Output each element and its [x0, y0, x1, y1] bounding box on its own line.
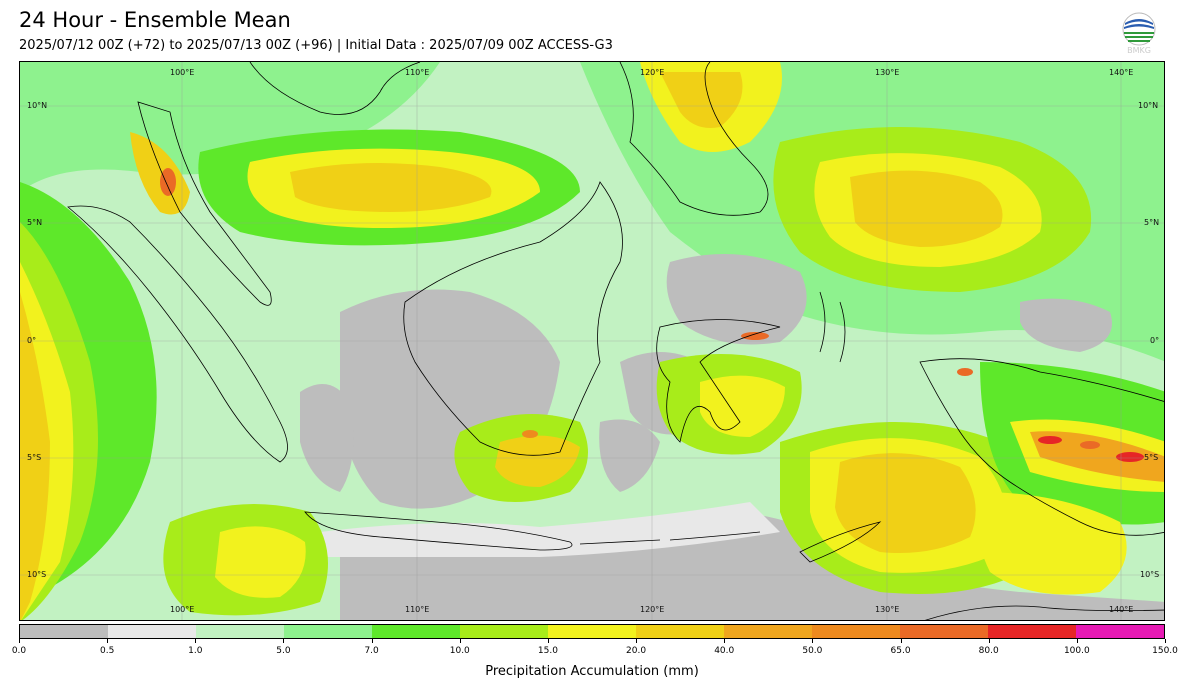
colorbar-tick-mark	[459, 639, 461, 643]
precipitation-field	[20, 62, 1164, 620]
colorbar-label: Precipitation Accumulation (mm)	[485, 664, 699, 679]
colorbar-tick-mark	[195, 639, 197, 643]
colorbar-segment	[372, 625, 460, 638]
colorbar-tick-label: 7.0	[364, 646, 379, 656]
lat-label-5n-right: 5°N	[1144, 218, 1160, 227]
colorbar-tick-label: 100.0	[1063, 646, 1090, 656]
lat-label-10n-right: 10°N	[1138, 101, 1159, 110]
colorbar-tick-label: 65.0	[890, 646, 911, 656]
lat-label-10n-left: 10°N	[27, 101, 48, 110]
colorbar-segment	[460, 625, 548, 638]
colorbar-tick-mark	[107, 639, 109, 643]
colorbar-segment	[196, 625, 284, 638]
chart-title: 24 Hour - Ensemble Mean	[19, 8, 291, 32]
colorbar-tick-label: 0.0	[11, 646, 27, 656]
colorbar-tick-mark	[371, 639, 373, 643]
colorbar-tick-label: 0.5	[99, 646, 115, 656]
colorbar-tick-mark	[812, 639, 814, 643]
colorbar-tick-label: 15.0	[537, 646, 558, 656]
bmkg-logo: BMKG	[1120, 12, 1158, 56]
lon-label-120-bottom: 120°E	[640, 605, 665, 614]
colorbar-tick-label: 5.0	[276, 646, 291, 656]
lon-label-130-top: 130°E	[875, 68, 900, 77]
lat-label-5s-right: 5°S	[1144, 453, 1159, 462]
lat-label-5s-left: 5°S	[27, 453, 42, 462]
lon-label-100-top: 100°E	[170, 68, 195, 77]
colorbar-tick-label: 50.0	[802, 646, 823, 656]
colorbar-tick-label: 10.0	[449, 646, 470, 656]
colorbar-tick-mark	[1076, 639, 1078, 643]
lon-label-100-bottom: 100°E	[170, 605, 195, 614]
colorbar-tick-mark	[283, 639, 285, 643]
colorbar-tick-mark	[547, 639, 549, 643]
colorbar-tick-mark	[724, 639, 726, 643]
lon-label-140-top: 140°E	[1109, 68, 1134, 77]
lat-label-0-left: 0°	[27, 336, 37, 345]
colorbar-tick-label: 20.0	[626, 646, 647, 656]
colorbar-segment	[108, 625, 196, 638]
lon-label-140-bottom: 140°E	[1109, 605, 1134, 614]
colorbar-tick-mark	[900, 639, 902, 643]
chart-subtitle: 2025/07/12 00Z (+72) to 2025/07/13 00Z (…	[19, 38, 613, 53]
colorbar-tick-mark	[1165, 639, 1166, 643]
precipitation-map: 100°E 110°E 120°E 130°E 140°E 100°E 110°…	[19, 61, 1165, 621]
colorbar-tick-label: 80.0	[978, 646, 999, 656]
colorbar-segment	[900, 625, 988, 638]
colorbar-tick-mark	[636, 639, 638, 643]
coastlines	[67, 62, 1164, 620]
lat-label-10s-right: 10°S	[1140, 570, 1160, 579]
lon-label-130-bottom: 130°E	[875, 605, 900, 614]
lon-label-110-bottom: 110°E	[405, 605, 430, 614]
colorbar-segment	[724, 625, 812, 638]
logo-text: BMKG	[1127, 46, 1151, 55]
lat-label-0-right: 0°	[1150, 336, 1160, 345]
lat-label-10s-left: 10°S	[27, 570, 47, 579]
colorbar-segment	[988, 625, 1076, 638]
colorbar-tick-mark	[19, 639, 20, 643]
lon-label-110-top: 110°E	[405, 68, 430, 77]
colorbar-segment	[20, 625, 108, 638]
colorbar-segment	[548, 625, 636, 638]
lon-label-120-top: 120°E	[640, 68, 665, 77]
colorbar-segment	[636, 625, 724, 638]
colorbar-segment	[812, 625, 900, 638]
colorbar-tick-label: 1.0	[188, 646, 203, 656]
colorbar-segment	[1076, 625, 1164, 638]
colorbar	[19, 624, 1165, 639]
colorbar-tick-label: 40.0	[714, 646, 735, 656]
colorbar-tick-label: 150.0	[1152, 646, 1178, 656]
colorbar-tick-mark	[988, 639, 990, 643]
lat-label-5n-left: 5°N	[27, 218, 43, 227]
colorbar-segment	[284, 625, 372, 638]
